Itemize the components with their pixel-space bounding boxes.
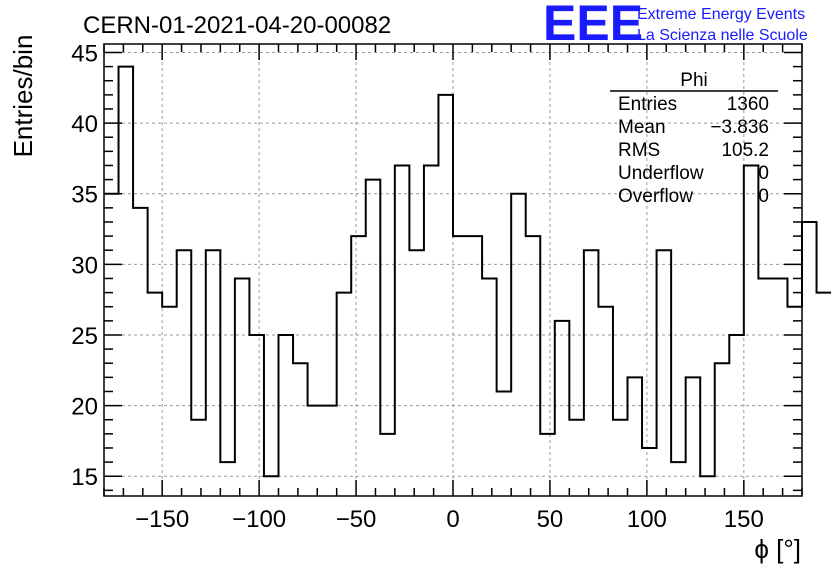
x-tick-label: −150: [135, 506, 189, 533]
histogram-step-line: [104, 65, 832, 478]
stats-value: 105.2: [721, 140, 769, 161]
stats-value: −3.836: [710, 117, 769, 138]
x-tick-label: −100: [232, 506, 286, 533]
logo-mark: EEE: [543, 0, 643, 51]
x-tick-label: 50: [537, 506, 564, 533]
y-tick-label: 20: [71, 394, 98, 421]
stats-label: Overflow: [618, 186, 693, 207]
stats-value: 0: [758, 186, 769, 207]
y-tick-label: 45: [71, 40, 98, 67]
y-axis-title: Entries/bin: [8, 35, 38, 158]
stats-box: Phi Entries 1360 Mean −3.836 RMS 105.2 Underfl…: [610, 70, 778, 207]
stats-label: Entries: [618, 94, 677, 115]
logo-line-2: La Scienza nelle Scuole: [637, 27, 808, 44]
stats-value: 1360: [727, 94, 769, 115]
y-tick-label: 35: [71, 182, 98, 209]
stats-name: Phi: [680, 70, 707, 91]
x-tick-label: 150: [724, 506, 764, 533]
x-tick-label: 100: [627, 506, 667, 533]
eee-logo: EEE Extreme Energy Events La Scienza nel…: [543, 0, 808, 51]
stats-label: Underflow: [618, 163, 704, 184]
logo-line-1: Extreme Energy Events: [637, 6, 805, 23]
y-tick-label: 40: [71, 111, 98, 138]
stats-label: RMS: [618, 140, 660, 161]
y-tick-label: 25: [71, 323, 98, 350]
stats-value: 0: [758, 163, 769, 184]
x-tick-label: 0: [446, 506, 459, 533]
axes: [103, 43, 803, 497]
tick-labels: −150 −100 −50 0 50 100 150 15 20 25 30 35 40 45: [71, 40, 764, 533]
chart-title: CERN-01-2021-04-20-00082: [83, 12, 391, 39]
stats-label: Mean: [618, 117, 666, 138]
histogram-series: [104, 65, 832, 478]
x-axis-title: ϕ [°]: [754, 534, 801, 564]
y-tick-label: 30: [71, 252, 98, 279]
y-tick-label: 15: [71, 464, 98, 491]
x-tick-label: −50: [336, 506, 377, 533]
